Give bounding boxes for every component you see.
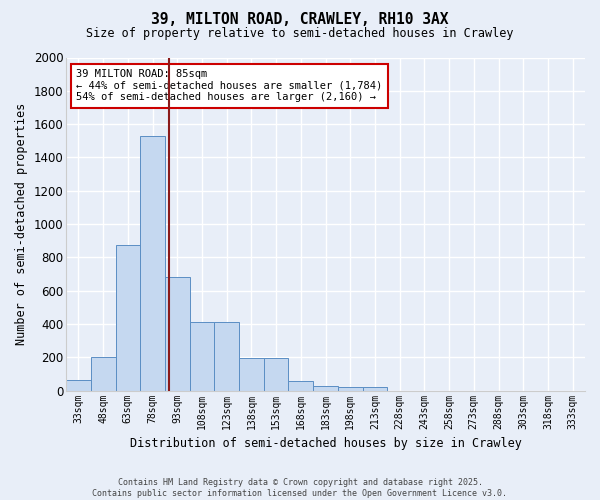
Bar [66,380,91,390]
Text: 39 MILTON ROAD: 85sqm
← 44% of semi-detached houses are smaller (1,784)
54% of s: 39 MILTON ROAD: 85sqm ← 44% of semi-deta… [76,69,383,102]
Y-axis label: Number of semi-detached properties: Number of semi-detached properties [15,103,28,345]
Bar [338,388,362,390]
Text: Size of property relative to semi-detached houses in Crawley: Size of property relative to semi-detach… [86,28,514,40]
Bar [362,388,388,390]
Bar [91,358,116,390]
X-axis label: Distribution of semi-detached houses by size in Crawley: Distribution of semi-detached houses by … [130,437,521,450]
Bar [165,278,190,390]
Bar [190,322,214,390]
Text: Contains HM Land Registry data © Crown copyright and database right 2025.
Contai: Contains HM Land Registry data © Crown c… [92,478,508,498]
Text: 39, MILTON ROAD, CRAWLEY, RH10 3AX: 39, MILTON ROAD, CRAWLEY, RH10 3AX [151,12,449,28]
Bar [289,382,313,390]
Bar [214,322,239,390]
Bar [313,386,338,390]
Bar [140,136,165,390]
Bar [264,358,289,390]
Bar [239,358,264,390]
Bar [116,245,140,390]
